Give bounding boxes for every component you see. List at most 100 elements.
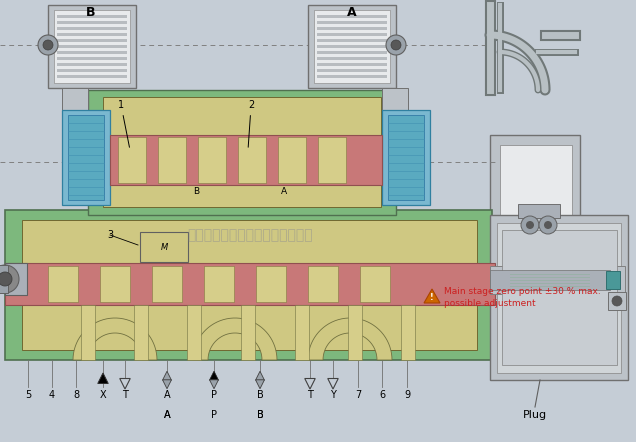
Text: Main stage zero point ±30 % max.: Main stage zero point ±30 % max.	[444, 287, 601, 297]
Circle shape	[0, 272, 12, 286]
Bar	[308, 266, 338, 302]
Bar	[57, 15, 127, 18]
Bar	[57, 45, 127, 48]
Text: 1: 1	[118, 100, 130, 147]
Bar	[317, 45, 387, 48]
Bar	[308, 5, 396, 88]
Bar	[510, 277, 590, 278]
Bar	[238, 137, 266, 183]
Bar	[490, 215, 628, 380]
Bar	[57, 27, 127, 30]
Bar	[62, 110, 110, 205]
Bar	[88, 90, 396, 215]
Text: 3: 3	[107, 230, 113, 240]
Bar	[500, 145, 572, 345]
Text: !: !	[430, 293, 434, 301]
Bar	[57, 51, 127, 54]
Bar	[318, 137, 346, 183]
Bar	[382, 88, 408, 135]
Bar	[57, 33, 127, 36]
Circle shape	[521, 216, 539, 234]
Bar	[48, 266, 78, 302]
Bar	[187, 305, 201, 360]
Bar	[401, 305, 415, 360]
Bar	[317, 39, 387, 42]
Bar	[608, 292, 626, 310]
Text: Plug: Plug	[523, 410, 547, 420]
Text: 4: 4	[49, 390, 55, 400]
Bar	[68, 115, 104, 200]
Text: 6: 6	[379, 390, 385, 400]
Bar	[54, 10, 130, 83]
Circle shape	[391, 40, 401, 50]
Bar	[198, 137, 226, 183]
Text: 5: 5	[25, 390, 31, 400]
Text: 9: 9	[404, 390, 410, 400]
Polygon shape	[328, 378, 338, 389]
Bar	[241, 305, 255, 360]
Text: A: A	[163, 390, 170, 400]
Polygon shape	[209, 380, 218, 389]
Text: possible adjustment: possible adjustment	[444, 300, 536, 309]
Circle shape	[544, 221, 552, 229]
Bar	[5, 210, 492, 360]
Polygon shape	[120, 378, 130, 389]
Bar	[317, 27, 387, 30]
Bar	[100, 266, 130, 302]
Text: B: B	[256, 410, 263, 420]
Text: 8: 8	[73, 390, 79, 400]
Bar	[360, 266, 390, 302]
Bar	[502, 230, 617, 365]
Text: 2: 2	[248, 100, 254, 147]
Polygon shape	[424, 289, 440, 303]
Polygon shape	[209, 371, 218, 380]
Bar	[57, 75, 127, 78]
Polygon shape	[305, 378, 315, 389]
Bar	[510, 279, 590, 281]
Bar	[510, 282, 590, 284]
Bar	[518, 204, 560, 218]
Circle shape	[43, 40, 53, 50]
Bar	[317, 69, 387, 72]
Circle shape	[612, 296, 622, 306]
Bar	[510, 286, 590, 287]
Circle shape	[38, 35, 58, 55]
Circle shape	[526, 221, 534, 229]
Text: A: A	[347, 5, 357, 19]
Polygon shape	[256, 380, 265, 389]
Polygon shape	[163, 380, 172, 389]
Bar	[317, 33, 387, 36]
Text: X: X	[100, 390, 106, 400]
Bar	[317, 15, 387, 18]
Text: B: B	[193, 187, 199, 197]
Bar	[57, 21, 127, 24]
Bar	[5, 263, 495, 305]
Text: P: P	[211, 390, 217, 400]
Bar	[22, 220, 477, 350]
Bar	[317, 63, 387, 66]
Text: B: B	[86, 5, 96, 19]
Bar	[295, 305, 309, 360]
Bar	[81, 305, 95, 360]
Text: A: A	[281, 187, 287, 197]
Polygon shape	[308, 318, 392, 360]
Polygon shape	[256, 371, 265, 380]
Text: A: A	[163, 410, 170, 420]
Bar	[204, 266, 234, 302]
Text: Y: Y	[330, 390, 336, 400]
Bar	[490, 266, 625, 294]
Bar	[317, 75, 387, 78]
Bar	[110, 135, 382, 185]
Bar	[490, 135, 580, 355]
Bar	[510, 274, 590, 275]
Text: T: T	[122, 390, 128, 400]
Circle shape	[386, 35, 406, 55]
Bar	[256, 266, 286, 302]
Bar	[140, 232, 188, 262]
Bar	[134, 305, 148, 360]
Polygon shape	[163, 371, 172, 380]
Polygon shape	[193, 318, 277, 360]
Bar	[62, 88, 88, 135]
Text: B: B	[256, 410, 263, 420]
Bar	[348, 305, 362, 360]
